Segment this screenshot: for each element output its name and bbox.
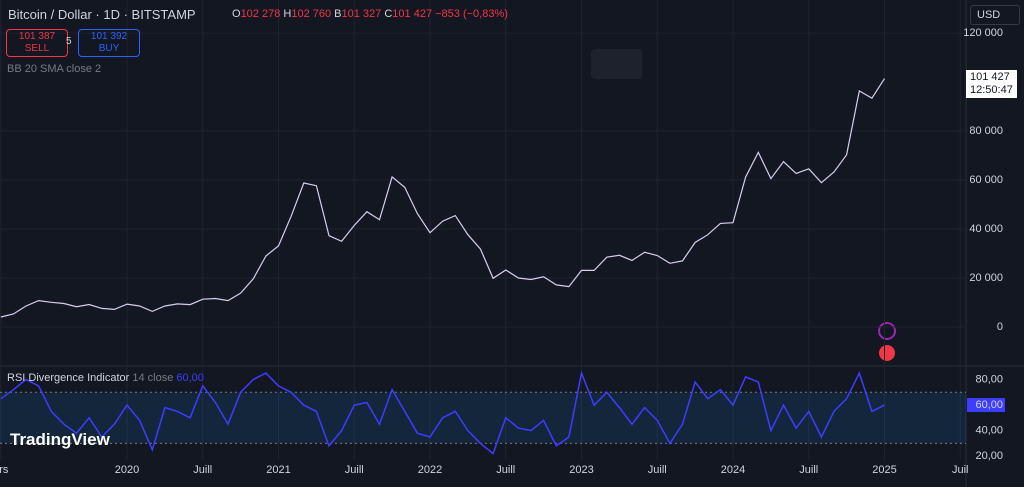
subtitle: 14 close: [132, 372, 174, 384]
x-tick-label: Juill: [193, 464, 212, 476]
current-label: 60,00: [975, 399, 1003, 411]
x-tick-label: 2023: [569, 464, 593, 476]
rsi-band: [0, 392, 966, 444]
y-tick-label: 0: [997, 321, 1003, 333]
y-tick-label: 40,00: [975, 425, 1003, 437]
event-icon[interactable]: [879, 345, 895, 361]
buy-button[interactable]: 101 392 BUY: [78, 29, 140, 57]
indicator-legend[interactable]: BB 20 SMA close 2: [7, 63, 102, 75]
x-tick-label: 2021: [266, 464, 290, 476]
value: 101 327: [341, 8, 382, 20]
y-tick-label: 80 000: [969, 125, 1003, 137]
current-marker: [967, 398, 1005, 413]
brand[interactable]: TradingView: [10, 430, 110, 449]
sell-button[interactable]: 101 387 SELL: [6, 29, 68, 57]
currency-select[interactable]: USD: [970, 5, 1020, 25]
value: 101 427: [392, 8, 433, 20]
y-tick-label: 40 000: [969, 223, 1003, 235]
change: −853 (−0,83%): [435, 8, 508, 20]
title: RSI Divergence Indicator: [7, 372, 130, 384]
price: 101 387: [18, 31, 56, 42]
x-tick-label: Juill: [648, 464, 667, 476]
x-tick-label: Juil: [952, 464, 969, 476]
label: SELL: [24, 43, 50, 54]
x-tick-label: 2022: [418, 464, 442, 476]
value: 102 278: [240, 8, 281, 20]
ohlc: O102 278 H102 760 B101 327 C101 427 −853…: [232, 8, 508, 20]
toolbar-button[interactable]: [591, 49, 642, 79]
series-line: [0, 370, 885, 455]
y-tick-label: 20,00: [975, 450, 1003, 462]
x-tick-label: Juill: [345, 464, 364, 476]
rsi-legend: RSI Divergence Indicator 14 close 60,00: [7, 372, 204, 384]
x-tick-label: 2025: [872, 464, 896, 476]
countdown: 12:50:47: [970, 84, 1013, 96]
label: C: [384, 8, 393, 20]
label: O: [232, 8, 241, 20]
x-tick-label: Juill: [496, 464, 515, 476]
y-tick-label: 20 000: [969, 272, 1003, 284]
y-tick-label: 60 000: [969, 174, 1003, 186]
series-line: [0, 78, 886, 318]
y-tick-label: 120 000: [963, 27, 1003, 39]
y-tick-label: 80,00: [975, 373, 1003, 385]
x-tick-label: ars: [0, 464, 9, 476]
label: B: [334, 8, 342, 20]
price: 101 427: [970, 71, 1010, 83]
symbol[interactable]: Bitcoin / Dollar · 1D · BITSTAMP: [8, 7, 196, 22]
event-icon[interactable]: [878, 322, 896, 340]
spread: 5: [66, 36, 72, 47]
label: H: [283, 8, 292, 20]
price-label: 101 427 12:50:47: [966, 70, 1017, 98]
value: 102 760: [291, 8, 332, 20]
label: BUY: [98, 43, 120, 54]
x-tick-label: 2020: [115, 464, 139, 476]
current-value: 60,00: [176, 372, 204, 384]
x-tick-label: 2024: [721, 464, 745, 476]
x-tick-label: Juill: [799, 464, 818, 476]
price: 101 392: [90, 31, 128, 42]
